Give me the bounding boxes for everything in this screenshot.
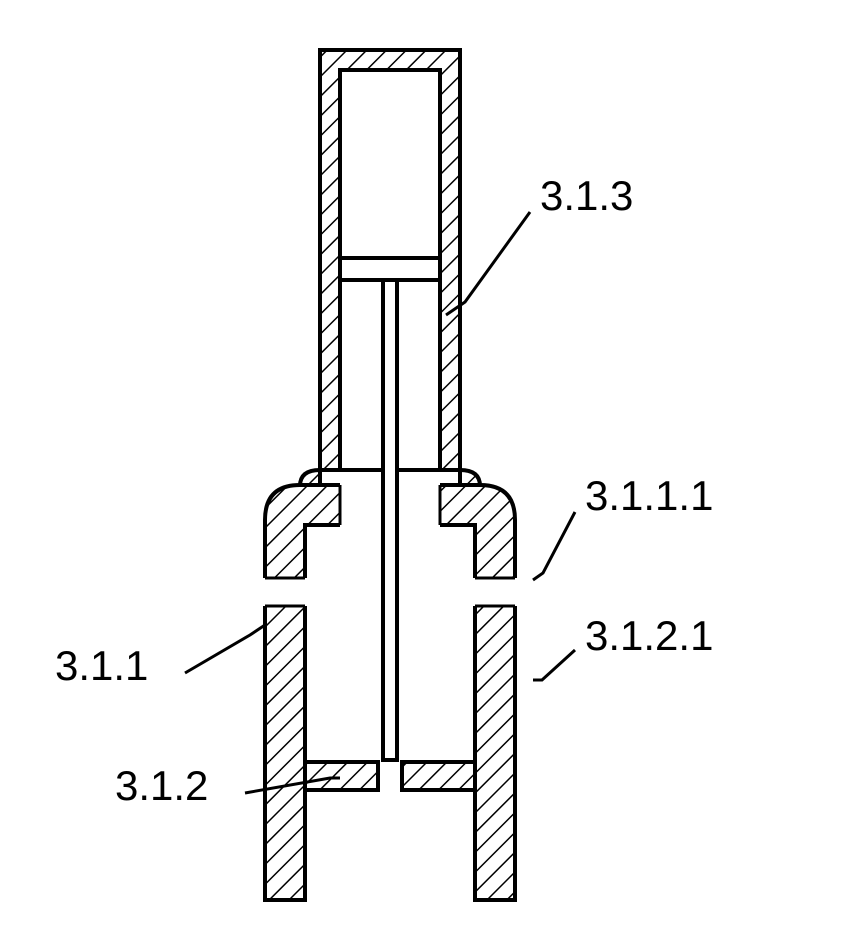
rod [383,280,397,760]
upper-piston [340,258,440,280]
lower-piston [305,762,475,790]
diagram-svg: 3.1.3 3.1.1.1 3.1.2.1 3.1.1 3.1.2 [0,0,846,934]
label-3121: 3.1.2.1 [585,612,713,659]
label-312: 3.1.2 [115,762,208,809]
label-313: 3.1.3 [540,172,633,219]
label-3111: 3.1.1.1 [585,472,713,519]
label-311: 3.1.1 [55,642,148,689]
